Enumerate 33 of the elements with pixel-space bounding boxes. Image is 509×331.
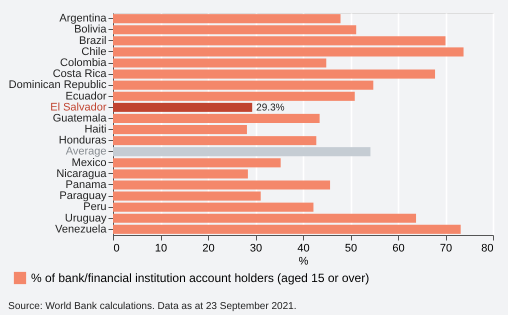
x-tick-label: 20 (202, 242, 215, 254)
y-tick-label: Brazil (78, 34, 106, 47)
y-tick-label: Bolivia (74, 24, 108, 36)
y-tick-label: Haiti (84, 124, 106, 136)
legend-label: % of bank/financial institution account holders (aged 15 or over) (31, 271, 370, 285)
data-label: 29.3% (256, 102, 285, 114)
y-tick-label: Uruguay (64, 212, 107, 224)
y-tick-label: Costa Rica (52, 68, 108, 80)
y-tick-label: Ecuador (66, 90, 107, 102)
y-tick-label: Paraguay (59, 190, 107, 202)
y-tick-label: Honduras (58, 134, 107, 147)
x-tick-label: 50 (344, 242, 358, 254)
x-tick-label: 0 (114, 242, 120, 254)
y-tick-label: Peru (83, 201, 106, 214)
y-tick-label: Average (66, 146, 106, 158)
x-tick-label: 30 (250, 242, 262, 254)
x-tick-label: 40 (297, 242, 310, 254)
y-tick-label: Mexico (72, 156, 106, 169)
x-tick-label: 10 (154, 242, 168, 254)
x-axis-title: % (298, 256, 309, 268)
y-tick-label: Venezuela (55, 223, 108, 236)
y-tick-label: Guatemala (52, 112, 108, 124)
y-tick-label: Argentina (59, 12, 108, 25)
source-note: Source: World Bank calculations. Data as at 23 September 2021. (8, 301, 296, 312)
y-tick-label: Dominican Republic (8, 79, 107, 92)
x-tick-label: 70 (440, 242, 452, 254)
y-tick-label: Nicaragua (56, 168, 108, 180)
y-tick-label: El Salvador (50, 101, 107, 114)
y-tick-label: Colombia (60, 57, 108, 70)
y-tick-label: Panama (66, 178, 108, 191)
x-tick-label: 80 (481, 242, 494, 254)
y-tick-label: Chile (81, 46, 106, 58)
x-tick-label: 60 (392, 242, 405, 254)
